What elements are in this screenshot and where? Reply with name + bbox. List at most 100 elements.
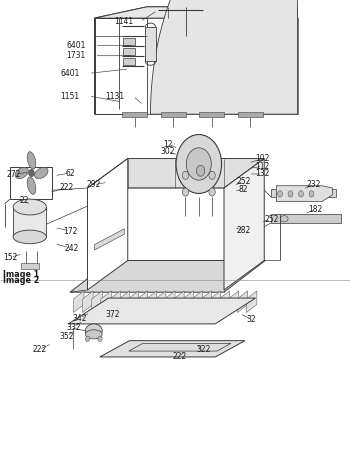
Text: 82: 82 xyxy=(238,185,248,194)
Ellipse shape xyxy=(27,152,36,169)
Text: 302: 302 xyxy=(161,147,175,156)
Polygon shape xyxy=(164,291,175,313)
Text: 252: 252 xyxy=(264,215,279,224)
Bar xyxy=(123,58,135,65)
Polygon shape xyxy=(150,0,298,114)
Text: 152: 152 xyxy=(3,253,18,262)
Text: 6401: 6401 xyxy=(66,41,86,50)
Bar xyxy=(123,38,135,45)
Text: Image 1: Image 1 xyxy=(3,270,39,279)
Text: 372: 372 xyxy=(105,310,120,319)
Text: 112: 112 xyxy=(256,162,270,171)
Bar xyxy=(21,263,38,269)
Text: 282: 282 xyxy=(236,226,250,235)
Text: 322: 322 xyxy=(196,345,211,354)
Text: 352: 352 xyxy=(59,332,74,341)
Text: 172: 172 xyxy=(63,226,77,236)
Text: 222: 222 xyxy=(172,352,186,361)
Ellipse shape xyxy=(280,216,288,222)
Text: 132: 132 xyxy=(255,169,270,178)
Ellipse shape xyxy=(27,177,36,194)
Polygon shape xyxy=(68,298,255,324)
Text: 182: 182 xyxy=(308,205,322,214)
Circle shape xyxy=(182,188,189,196)
Circle shape xyxy=(278,191,282,197)
Polygon shape xyxy=(155,291,166,313)
Text: 1731: 1731 xyxy=(66,51,86,60)
Circle shape xyxy=(209,188,215,196)
Polygon shape xyxy=(192,291,202,313)
Text: 242: 242 xyxy=(64,244,79,253)
Text: 6401: 6401 xyxy=(61,69,80,78)
Bar xyxy=(161,112,186,117)
Ellipse shape xyxy=(15,168,28,178)
Text: 332: 332 xyxy=(66,323,81,332)
Polygon shape xyxy=(183,291,193,313)
Bar xyxy=(122,112,147,117)
Bar xyxy=(199,112,224,117)
Polygon shape xyxy=(129,343,231,351)
Ellipse shape xyxy=(13,199,46,215)
Polygon shape xyxy=(10,167,52,199)
Text: 62: 62 xyxy=(65,169,75,178)
Text: 222: 222 xyxy=(32,345,46,354)
Polygon shape xyxy=(100,341,245,357)
Polygon shape xyxy=(83,291,93,313)
Polygon shape xyxy=(219,291,230,313)
Polygon shape xyxy=(119,291,130,313)
Polygon shape xyxy=(94,7,298,18)
Polygon shape xyxy=(276,186,332,202)
Polygon shape xyxy=(101,291,111,313)
Circle shape xyxy=(98,336,102,342)
Polygon shape xyxy=(147,18,298,114)
Text: 252: 252 xyxy=(236,177,251,186)
Polygon shape xyxy=(224,159,264,290)
Polygon shape xyxy=(201,291,211,313)
Text: 1151: 1151 xyxy=(61,92,80,101)
Polygon shape xyxy=(128,291,139,313)
Bar xyxy=(123,48,135,55)
Ellipse shape xyxy=(13,230,46,244)
Polygon shape xyxy=(88,159,128,290)
Text: 1141: 1141 xyxy=(115,17,134,26)
Text: 272: 272 xyxy=(7,170,21,179)
Text: 12: 12 xyxy=(163,140,173,149)
Circle shape xyxy=(209,171,215,179)
Circle shape xyxy=(196,165,205,176)
Polygon shape xyxy=(94,229,124,250)
Polygon shape xyxy=(210,291,220,313)
Circle shape xyxy=(85,336,90,342)
Polygon shape xyxy=(246,291,257,313)
Circle shape xyxy=(299,191,303,197)
Circle shape xyxy=(186,148,211,180)
Polygon shape xyxy=(145,27,156,61)
Polygon shape xyxy=(271,214,341,223)
Polygon shape xyxy=(271,189,336,197)
Text: 222: 222 xyxy=(60,183,74,193)
Text: 22: 22 xyxy=(19,196,29,205)
Text: Image 2: Image 2 xyxy=(3,276,39,285)
Polygon shape xyxy=(92,291,102,313)
Polygon shape xyxy=(94,18,147,114)
Polygon shape xyxy=(94,7,298,114)
Polygon shape xyxy=(110,291,120,313)
Text: 102: 102 xyxy=(255,154,270,163)
Polygon shape xyxy=(88,159,264,188)
Text: 1131: 1131 xyxy=(105,92,124,101)
Polygon shape xyxy=(228,291,239,313)
Circle shape xyxy=(288,191,293,197)
Circle shape xyxy=(176,135,222,193)
Polygon shape xyxy=(237,291,248,313)
Circle shape xyxy=(29,169,34,177)
Text: 342: 342 xyxy=(72,313,87,323)
Text: 232: 232 xyxy=(306,180,321,189)
Circle shape xyxy=(182,171,189,179)
Text: 292: 292 xyxy=(86,180,101,189)
Ellipse shape xyxy=(35,168,48,178)
Polygon shape xyxy=(137,291,148,313)
Text: 32: 32 xyxy=(246,315,256,324)
Polygon shape xyxy=(174,291,184,313)
Polygon shape xyxy=(13,207,46,237)
Circle shape xyxy=(309,191,314,197)
Polygon shape xyxy=(146,291,157,313)
